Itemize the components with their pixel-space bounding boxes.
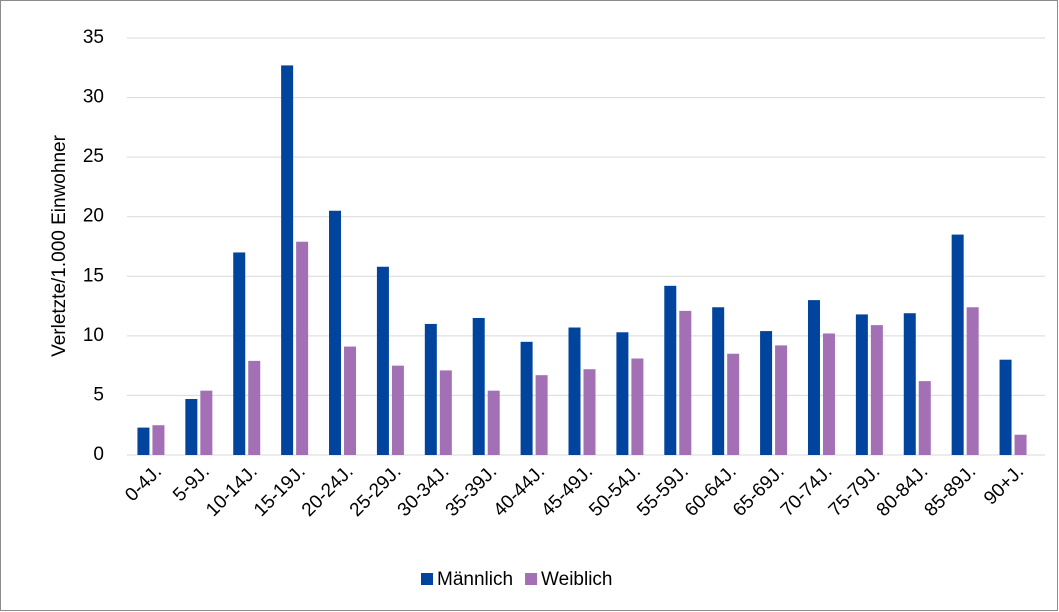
bar <box>999 359 1012 455</box>
bar <box>248 360 261 455</box>
y-tick-label: 15 <box>83 265 104 286</box>
bar <box>520 341 533 455</box>
bar <box>233 252 246 455</box>
y-tick-label: 25 <box>83 146 104 167</box>
y-tick-label: 20 <box>83 206 104 227</box>
bar <box>137 427 150 455</box>
bar <box>870 325 883 455</box>
bar <box>424 323 437 455</box>
bar <box>329 210 342 455</box>
bar <box>583 369 596 455</box>
bar <box>376 266 389 455</box>
bar <box>568 327 581 455</box>
y-tick-label: 30 <box>83 87 104 108</box>
bar <box>1014 434 1027 455</box>
bar <box>712 307 725 455</box>
y-tick-label: 0 <box>93 444 104 465</box>
y-axis-label: Verletzte/1.000 Einwohner <box>49 134 70 356</box>
bar <box>679 310 692 455</box>
bar <box>918 381 931 455</box>
bar <box>185 399 198 455</box>
bar <box>760 331 773 455</box>
bar <box>200 390 213 455</box>
legend-label: Männlich <box>437 569 513 590</box>
bar <box>822 333 835 455</box>
bar <box>664 285 677 455</box>
bar <box>391 365 404 455</box>
y-tick-label: 5 <box>93 384 104 405</box>
bar <box>775 345 788 455</box>
bar <box>439 370 452 455</box>
bar <box>152 425 165 455</box>
bar <box>616 332 629 455</box>
legend-swatch <box>421 573 433 585</box>
y-tick-label: 35 <box>83 27 104 48</box>
legend-label: Weiblich <box>541 569 612 590</box>
bar <box>951 234 964 455</box>
y-tick-label: 10 <box>83 325 104 346</box>
bar <box>727 353 740 455</box>
bar <box>855 314 868 455</box>
bar <box>631 358 644 455</box>
bar <box>535 375 548 455</box>
bar <box>281 65 294 455</box>
bar <box>966 307 979 455</box>
bar <box>296 241 309 455</box>
bar <box>472 317 485 455</box>
bar <box>903 313 916 455</box>
bar <box>487 390 500 455</box>
bar <box>344 346 357 455</box>
bar <box>807 300 820 455</box>
legend-swatch <box>525 573 538 585</box>
